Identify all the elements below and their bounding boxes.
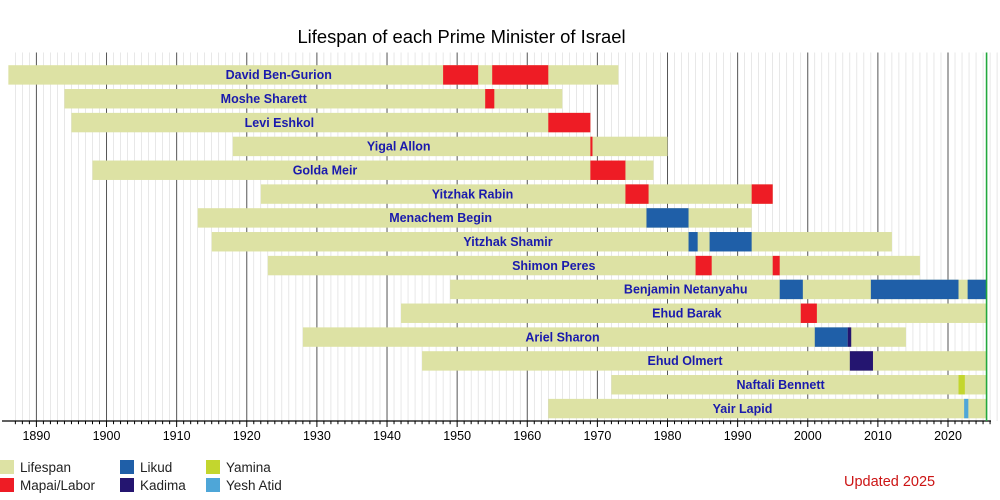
svg-text:1930: 1930: [303, 429, 331, 443]
svg-text:Ariel Sharon: Ariel Sharon: [525, 330, 599, 344]
svg-text:1950: 1950: [443, 429, 471, 443]
svg-text:2010: 2010: [864, 429, 892, 443]
svg-text:Yigal Allon: Yigal Allon: [367, 140, 431, 154]
svg-text:Yitzhak Rabin: Yitzhak Rabin: [432, 187, 514, 201]
svg-text:1970: 1970: [583, 429, 611, 443]
svg-text:Naftali Bennett: Naftali Bennett: [736, 378, 825, 392]
svg-text:1940: 1940: [373, 429, 401, 443]
svg-text:Yitzhak Shamir: Yitzhak Shamir: [463, 235, 552, 249]
svg-text:1960: 1960: [513, 429, 541, 443]
svg-text:Levi Eshkol: Levi Eshkol: [245, 116, 314, 130]
svg-text:2020: 2020: [934, 429, 962, 443]
svg-text:Benjamin Netanyahu: Benjamin Netanyahu: [624, 283, 748, 297]
svg-text:1910: 1910: [163, 429, 191, 443]
svg-text:1920: 1920: [233, 429, 261, 443]
svg-text:1980: 1980: [654, 429, 682, 443]
svg-text:Yair Lapid: Yair Lapid: [713, 402, 773, 416]
svg-text:Ehud Barak: Ehud Barak: [652, 306, 722, 320]
svg-text:Menachem Begin: Menachem Begin: [389, 211, 492, 225]
svg-text:David Ben-Gurion: David Ben-Gurion: [226, 68, 332, 82]
svg-text:Shimon Peres: Shimon Peres: [512, 259, 595, 273]
svg-text:1890: 1890: [22, 429, 50, 443]
svg-text:Moshe Sharett: Moshe Sharett: [221, 92, 308, 106]
svg-text:Golda Meir: Golda Meir: [293, 163, 358, 177]
svg-text:2000: 2000: [794, 429, 822, 443]
svg-text:Ehud Olmert: Ehud Olmert: [647, 354, 723, 368]
svg-text:1990: 1990: [724, 429, 752, 443]
svg-text:1900: 1900: [93, 429, 121, 443]
